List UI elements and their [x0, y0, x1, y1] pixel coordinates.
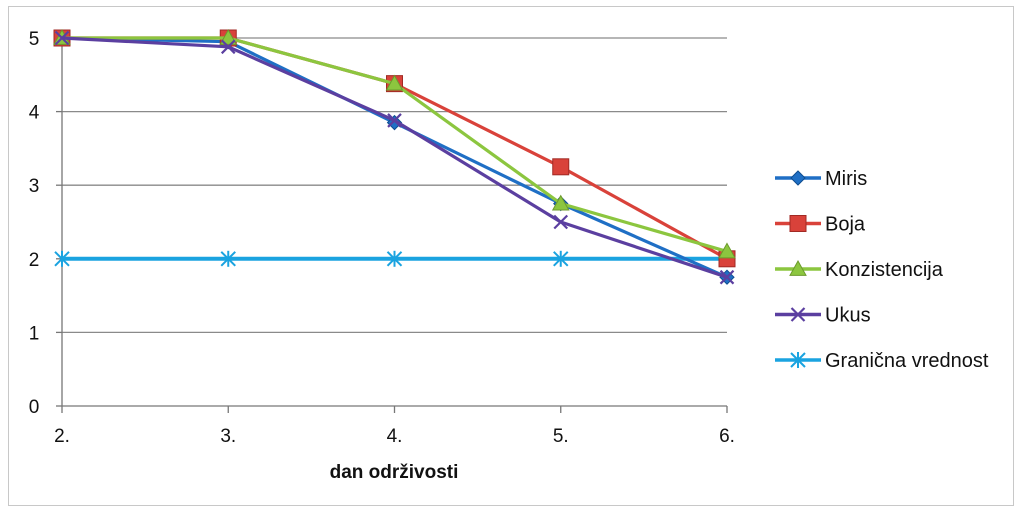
legend-item: Ukus	[775, 305, 871, 327]
data-point	[219, 28, 238, 45]
series-group	[53, 28, 736, 285]
series-granična-vrednost	[54, 250, 735, 267]
legend-item: Granična vrednost	[775, 350, 989, 372]
legend-marker	[790, 170, 806, 186]
series-ukus	[54, 30, 735, 285]
y-tick-label: 4	[29, 103, 40, 124]
data-point	[386, 250, 403, 267]
y-tick-label: 2	[29, 250, 40, 271]
legend-label: Miris	[825, 168, 867, 190]
y-tick-label: 1	[29, 323, 40, 344]
legend-item: Konzistencija	[775, 259, 944, 281]
legend-marker	[790, 352, 806, 368]
x-tick-label: 3.	[220, 426, 236, 447]
data-point	[719, 269, 735, 285]
data-point	[220, 250, 236, 267]
series-line	[61, 36, 728, 279]
y-tick-label: 5	[29, 29, 40, 50]
axes	[56, 37, 728, 413]
data-point	[552, 158, 570, 176]
data-point	[553, 250, 569, 267]
legend-label: Granična vrednost	[825, 350, 989, 372]
y-tick-label: 3	[29, 176, 40, 197]
legend-item: Boja	[775, 214, 866, 236]
legend-label: Ukus	[825, 305, 871, 327]
series-boja	[53, 29, 736, 268]
y-tick-label: 0	[29, 397, 40, 418]
x-tick-label: 5.	[553, 426, 569, 447]
y-tick-labels: 0 1 2 3 4 5	[29, 29, 40, 418]
legend-marker	[789, 259, 807, 276]
x-tick-label: 2.	[54, 426, 70, 447]
data-point	[54, 250, 70, 267]
data-point	[718, 242, 736, 259]
legend-label: Boja	[825, 214, 866, 236]
chart-frame	[8, 6, 1014, 506]
legend-item: Miris	[775, 168, 867, 190]
series-line	[61, 36, 728, 279]
legend-marker	[789, 215, 807, 232]
x-tick-labels: 2. 3. 4. 5. 6.	[54, 426, 735, 447]
series-line	[62, 36, 728, 261]
data-point	[551, 194, 570, 211]
series-line	[62, 36, 728, 253]
data-point	[385, 74, 404, 91]
x-axis-title: dan održivosti	[330, 462, 459, 483]
x-tick-label: 4.	[387, 426, 403, 447]
data-point	[553, 214, 569, 230]
data-point	[220, 39, 236, 55]
legend-label: Konzistencija	[825, 259, 944, 281]
data-point	[387, 113, 402, 128]
legend-marker	[790, 307, 806, 322]
x-tick-label: 6.	[719, 426, 735, 447]
legend: Miris Boja Konzistencija Ukus Granična vredn…	[775, 168, 989, 372]
data-point	[54, 30, 70, 46]
series-konzistencija	[53, 28, 736, 259]
